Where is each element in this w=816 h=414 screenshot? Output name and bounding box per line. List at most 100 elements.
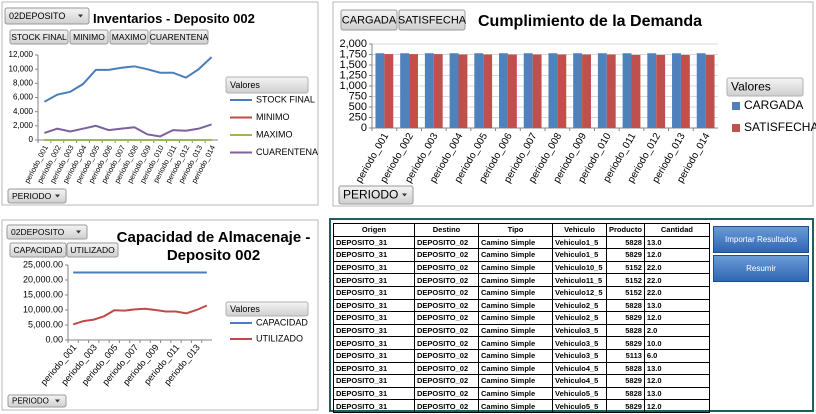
- field-button[interactable]: [109, 29, 149, 45]
- field-button[interactable]: [66, 242, 119, 258]
- table-cell: DEPOSITO_31: [333, 323, 415, 338]
- table-row: DEPOSITO_31 DEPOSITO_02 Camino Simple Vehic…: [333, 399, 710, 413]
- table-cell: Vehiculo5_5: [552, 399, 607, 413]
- y-tick-label: 1,250: [339, 69, 367, 81]
- y-tick-label: 12,000: [9, 50, 34, 59]
- legend-label: CUARENTENA: [256, 147, 318, 157]
- table-row: DEPOSITO_31 DEPOSITO_02 Camino Simple Vehic…: [333, 273, 710, 287]
- field-button[interactable]: [340, 9, 398, 31]
- table-cell: DEPOSITO_31: [333, 399, 415, 413]
- y-tick-label: 0.00: [45, 334, 63, 344]
- bar: [384, 54, 394, 128]
- bar: [499, 53, 508, 128]
- table-cell: 5828: [606, 298, 645, 313]
- field-button[interactable]: [9, 242, 67, 258]
- table-cell: 5829: [606, 311, 645, 325]
- table-cell: 5152: [606, 273, 645, 287]
- column-header: Producto: [606, 223, 645, 237]
- table-cell: Camino Simple: [478, 273, 553, 287]
- table-cell: Camino Simple: [478, 285, 553, 300]
- bar: [400, 53, 410, 128]
- column-header: Destino: [414, 223, 479, 237]
- field-button-label: MAXIMO: [112, 32, 147, 42]
- table-cell: 13.0: [643, 235, 710, 250]
- legend-label: CAPACIDAD: [256, 317, 308, 327]
- table-cell: 12.0: [643, 248, 710, 262]
- column-header: Vehiculo: [552, 223, 607, 237]
- table-cell: DEPOSITO_02: [414, 235, 479, 250]
- legend-header: [726, 77, 804, 97]
- table-cell: 5152: [606, 285, 645, 300]
- legend-header: [225, 76, 309, 94]
- table-row: DEPOSITO_31 DEPOSITO_02 Camino Simple Vehic…: [333, 323, 710, 338]
- table-cell: Vehiculo12_5: [552, 285, 607, 300]
- bar: [409, 54, 418, 128]
- field-button[interactable]: [338, 185, 414, 205]
- legend-swatch: [732, 124, 740, 132]
- y-tick-label: 5,000.00: [28, 319, 63, 329]
- legend-label: UTILIZADO: [256, 333, 303, 343]
- field-button[interactable]: [4, 7, 90, 25]
- bar: [606, 54, 616, 128]
- table-cell: 5113: [606, 348, 645, 363]
- table-cell: 12.0: [643, 311, 710, 325]
- table-cell: DEPOSITO_02: [414, 248, 479, 262]
- bar: [573, 53, 583, 128]
- table-cell: 5828: [606, 235, 645, 250]
- table-cell: 6.0: [643, 348, 710, 363]
- table-cell: DEPOSITO_02: [414, 273, 479, 287]
- table-cell: DEPOSITO_02: [414, 399, 479, 413]
- column-header: Origen: [333, 223, 415, 237]
- table-cell: DEPOSITO_31: [333, 386, 415, 401]
- field-button-label: 02DEPOSITO: [11, 227, 65, 237]
- y-tick-label: 500: [349, 101, 367, 113]
- table-cell: 5828: [606, 361, 645, 376]
- results-panel: Origen Destino Tipo Vehiculo Producto Cantida…: [329, 218, 814, 413]
- y-tick-label: 10,000.00: [23, 304, 63, 314]
- table-cell: Vehiculo11_5: [552, 273, 607, 287]
- table-cell: Camino Simple: [478, 260, 553, 275]
- dropdown-arrow: [76, 230, 81, 234]
- field-button[interactable]: [7, 394, 67, 408]
- field-button-label: CUARENTENA: [150, 32, 209, 42]
- field-button-label: SATISFECHA: [398, 14, 467, 26]
- field-button-label: MINIMO: [73, 32, 105, 42]
- field-button-label: UTILIZADO: [70, 245, 115, 255]
- table-cell: DEPOSITO_31: [333, 348, 415, 363]
- field-button[interactable]: [149, 29, 209, 45]
- y-tick-label: 15,000.00: [23, 289, 63, 299]
- table-cell: Vehiculo4_5: [552, 361, 607, 376]
- chart-title: Cumplimiento de la Demanda: [478, 13, 703, 30]
- table-cell: Camino Simple: [478, 361, 553, 376]
- field-button[interactable]: [398, 9, 466, 31]
- table-cell: 5829: [606, 336, 645, 350]
- table-cell: DEPOSITO_31: [333, 248, 415, 262]
- field-button[interactable]: [69, 29, 109, 45]
- table-cell: 22.0: [643, 285, 710, 300]
- table-cell: 10.0: [643, 336, 710, 350]
- import-button[interactable]: Importar Resultados: [713, 226, 809, 253]
- table-cell: 13.0: [643, 386, 710, 401]
- legend-swatch: [732, 102, 740, 110]
- field-button-label: 02DEPOSITO: [9, 11, 65, 21]
- bar: [548, 53, 558, 128]
- field-button[interactable]: [9, 29, 69, 45]
- summarize-button[interactable]: Resumir: [713, 255, 809, 282]
- table-cell: Camino Simple: [478, 386, 553, 401]
- bar: [557, 54, 567, 128]
- field-button[interactable]: [7, 188, 67, 204]
- dropdown-arrow: [402, 193, 407, 197]
- table-cell: 12.0: [643, 374, 710, 388]
- chart-title: Capacidad de Almacenaje - Deposito 002: [116, 229, 311, 264]
- legend-title: Valores: [230, 304, 260, 314]
- legend-title: Valores: [230, 80, 260, 90]
- legend-title: Valores: [731, 80, 771, 94]
- field-button[interactable]: [6, 224, 88, 240]
- field-button-label: STOCK FINAL: [11, 32, 67, 42]
- legend-label: SATISFECHA: [744, 120, 816, 134]
- table-cell: DEPOSITO_31: [333, 374, 415, 388]
- y-tick-label: 0: [361, 122, 367, 134]
- y-tick-label: 1,500: [339, 59, 367, 71]
- table-cell: 13.0: [643, 361, 710, 376]
